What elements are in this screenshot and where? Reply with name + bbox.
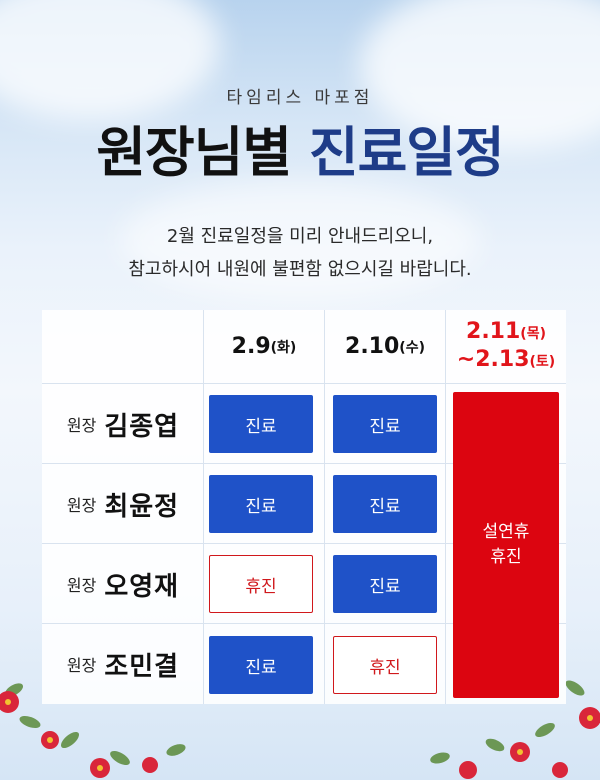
- column-date: 2.9: [231, 334, 271, 359]
- column-date: 2.10: [345, 334, 400, 359]
- column-date: ~2.13: [456, 346, 530, 372]
- table-divider: [42, 623, 566, 624]
- status-cell-open: 진료: [209, 475, 313, 533]
- doctor-row-label: 원장 오영재: [42, 544, 204, 624]
- clinic-name: 타임리스 마포점: [226, 88, 374, 108]
- table-divider: [203, 310, 204, 704]
- table-divider: [445, 310, 446, 704]
- doctor-row-label: 원장 조민결: [42, 624, 204, 704]
- title-part-schedule: 진료일정: [308, 121, 505, 184]
- table-divider: [324, 310, 325, 704]
- doctor-name: 오영재: [104, 571, 180, 602]
- doctor-row-label: 원장 김종엽: [42, 384, 204, 464]
- column-day: (목): [520, 325, 546, 342]
- status-cell-open: 진료: [333, 555, 437, 613]
- column-day: (수): [399, 339, 425, 356]
- status-cell-open: 진료: [333, 395, 437, 453]
- title-part-doctors: 원장님별: [96, 121, 292, 184]
- status-cell-open: 진료: [333, 475, 437, 533]
- column-header-date: 2.9 (화): [204, 310, 324, 383]
- table-divider: [42, 463, 566, 464]
- table-divider: [42, 383, 566, 384]
- doctor-role: 원장: [66, 416, 97, 435]
- holiday-closed-cell: 설연휴 휴진: [453, 392, 559, 698]
- cloud-decoration: [120, 180, 480, 300]
- notice-line-1: 2월 진료일정을 미리 안내드리오니,: [166, 226, 434, 247]
- doctor-role: 원장: [66, 496, 97, 515]
- doctor-role: 원장: [66, 576, 97, 595]
- schedule-table: 2.9 (화) 2.10 (수) 2.11(목) ~2.13(토) 원장 김종엽 원장…: [42, 310, 566, 704]
- status-cell-open: 진료: [209, 636, 313, 694]
- holiday-status: 휴진: [490, 547, 522, 567]
- doctor-row-label: 원장 최윤정: [42, 464, 204, 544]
- holiday-label: 설연휴: [482, 522, 530, 542]
- status-cell-closed: 휴진: [209, 555, 313, 613]
- doctor-name: 김종엽: [104, 411, 180, 442]
- table-divider: [42, 543, 566, 544]
- column-day: (화): [270, 339, 297, 356]
- page-title: 원장님별 진료일정: [0, 118, 600, 188]
- column-header-date: 2.10 (수): [325, 310, 445, 383]
- column-header-holiday: 2.11(목) ~2.13(토): [446, 310, 566, 383]
- column-day: (토): [529, 353, 556, 370]
- doctor-name: 조민결: [104, 651, 180, 682]
- doctor-role: 원장: [66, 656, 97, 675]
- doctor-name: 최윤정: [104, 491, 180, 522]
- status-cell-closed: 휴진: [333, 636, 437, 694]
- status-cell-open: 진료: [209, 395, 313, 453]
- notice-line-2: 참고하시어 내원에 불편함 없으시길 바랍니다.: [128, 259, 472, 280]
- column-date: 2.11: [466, 318, 521, 344]
- notice-text: 2월 진료일정을 미리 안내드리오니, 참고하시어 내원에 불편함 없으시길 바…: [0, 220, 600, 286]
- camellia-flowers-decoration: [0, 680, 600, 779]
